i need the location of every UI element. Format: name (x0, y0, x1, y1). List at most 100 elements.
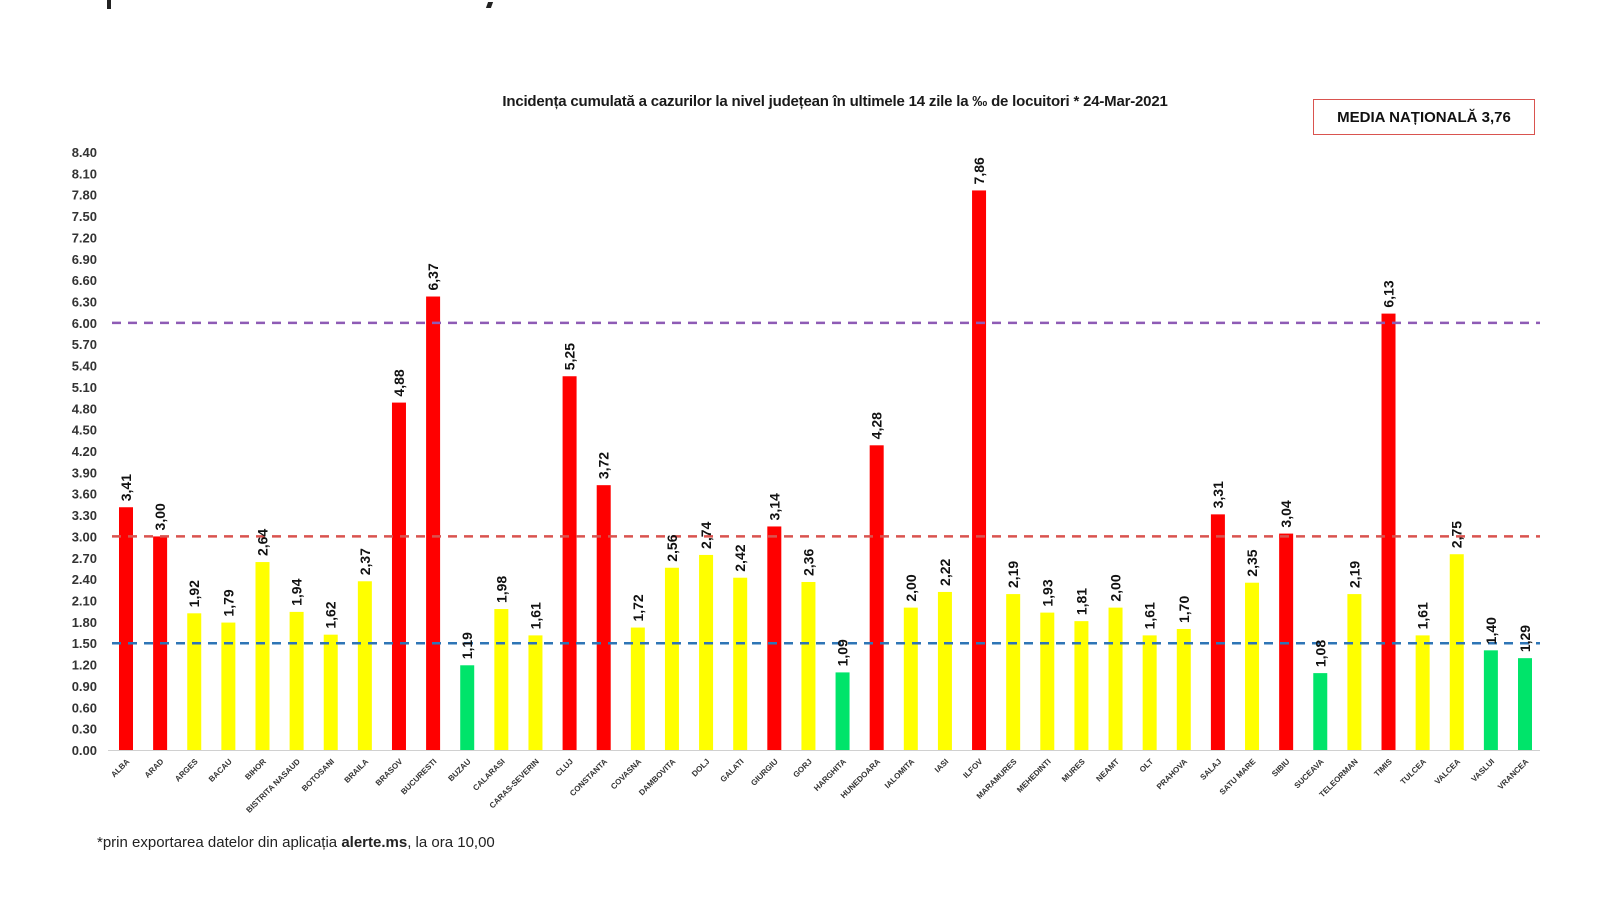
y-tick-label: 4.50 (72, 423, 97, 438)
x-tick-label: VALCEA (1433, 757, 1462, 786)
x-tick-label: VASLUI (1470, 757, 1497, 784)
y-tick-label: 0.60 (72, 700, 97, 715)
y-tick-label: 7.80 (72, 188, 97, 203)
bar (972, 190, 987, 750)
bar (1245, 582, 1260, 750)
y-tick-label: 3.60 (72, 487, 97, 502)
footnote-suffix: , la ora 10,00 (407, 834, 495, 851)
value-label: 1,92 (186, 580, 202, 607)
y-tick-label: 3.00 (72, 529, 97, 544)
x-tick-label: MURES (1060, 757, 1087, 784)
value-label: 4,88 (391, 369, 407, 396)
value-label: 2,22 (937, 558, 953, 585)
y-tick-label: 6.90 (72, 252, 97, 267)
y-axis: 0.00 0.30 0.60 0.90 1.20 1.50 1.80 2.10 2.40 2.70… (72, 145, 97, 758)
y-tick-label: 8.10 (72, 166, 97, 181)
y-tick-label: 5.40 (72, 359, 97, 374)
value-label: 1,94 (289, 578, 305, 605)
y-tick-label: 2.10 (72, 594, 97, 609)
value-label: 2,74 (698, 521, 714, 548)
y-tick-label: 7.50 (72, 209, 97, 224)
bar (391, 402, 406, 750)
y-tick-label: 7.20 (72, 230, 97, 245)
x-tick-label: SUCEAVA (1292, 757, 1325, 790)
value-label: 1,08 (1312, 640, 1328, 667)
bar (528, 635, 543, 750)
value-label: 2,36 (800, 549, 816, 576)
bars (119, 190, 1532, 750)
x-tick-label: NEAMT (1094, 757, 1121, 784)
value-label: 4,28 (869, 412, 885, 439)
y-tick-label: 8.40 (72, 145, 97, 160)
bar (1381, 313, 1396, 750)
value-label: 1,09 (835, 639, 851, 666)
value-label: 1,62 (323, 601, 339, 628)
bar (1006, 594, 1021, 750)
y-tick-label: 2.40 (72, 572, 97, 587)
x-tick-label: TULCEA (1399, 757, 1428, 786)
value-label: 6,37 (425, 263, 441, 290)
bar (1210, 514, 1225, 750)
bar (562, 376, 577, 750)
value-label: 1,98 (493, 576, 509, 603)
bar (323, 634, 338, 750)
bar (1415, 635, 1430, 750)
value-label: 1,61 (1142, 602, 1158, 629)
x-tick-label: IALOMITA (883, 757, 916, 790)
x-tick-label: HARGHITA (812, 757, 848, 793)
chart-title: Incidența cumulată a cazurilor la nivel … (502, 93, 1168, 110)
x-tick-label: DAMBOVITA (637, 757, 677, 797)
value-label: 3,31 (1210, 481, 1226, 508)
x-tick-label: BACAU (207, 757, 234, 784)
bar (1176, 628, 1191, 750)
x-tick-label: VRANCEA (1496, 757, 1530, 791)
bar (119, 507, 133, 750)
x-tick-label: GALATI (719, 757, 746, 784)
value-label: 7,86 (971, 157, 987, 184)
value-label: 2,19 (1346, 561, 1362, 588)
y-tick-label: 6.30 (72, 295, 97, 310)
x-tick-label: BIHOR (243, 757, 268, 782)
bar (699, 554, 714, 750)
x-tick-label: SIBIU (1270, 757, 1292, 779)
value-label: 1,93 (1039, 579, 1055, 606)
y-tick-label: 4.80 (72, 401, 97, 416)
value-label: 3,04 (1278, 500, 1294, 527)
x-tick-label: CLUJ (554, 757, 575, 778)
y-tick-label: 3.30 (72, 508, 97, 523)
bar (1108, 607, 1123, 750)
bar (460, 665, 475, 750)
value-label: 2,64 (254, 529, 270, 556)
bar (221, 622, 236, 750)
bar (1142, 635, 1157, 750)
x-tick-label: BOTOSANI (300, 757, 336, 793)
value-label: 3,41 (118, 474, 134, 501)
bar (357, 581, 372, 750)
value-label: 2,00 (1108, 574, 1124, 601)
x-tick-label: GIURGIU (749, 757, 780, 788)
bar (903, 607, 918, 750)
bar (1279, 533, 1294, 750)
value-label: 5,25 (562, 343, 578, 370)
y-tick-label: 6.60 (72, 273, 97, 288)
value-label: 3,72 (596, 452, 612, 479)
bar (289, 611, 304, 750)
bar (255, 562, 270, 750)
y-tick-label: 1.20 (72, 658, 97, 673)
x-tick-label: DOLJ (690, 757, 711, 778)
bar (1518, 658, 1532, 750)
bar (1347, 594, 1362, 750)
bar (187, 613, 202, 750)
bar (494, 609, 509, 750)
value-label: 2,37 (357, 548, 373, 575)
value-label: 1,79 (220, 589, 236, 616)
y-tick-label: 1.80 (72, 615, 97, 630)
value-label: 2,75 (1449, 521, 1465, 548)
x-tick-label: SALAJ (1198, 757, 1223, 782)
x-tick-label: CALARASI (471, 757, 507, 793)
x-tick-label: ARAD (143, 757, 166, 780)
bar (835, 672, 850, 750)
